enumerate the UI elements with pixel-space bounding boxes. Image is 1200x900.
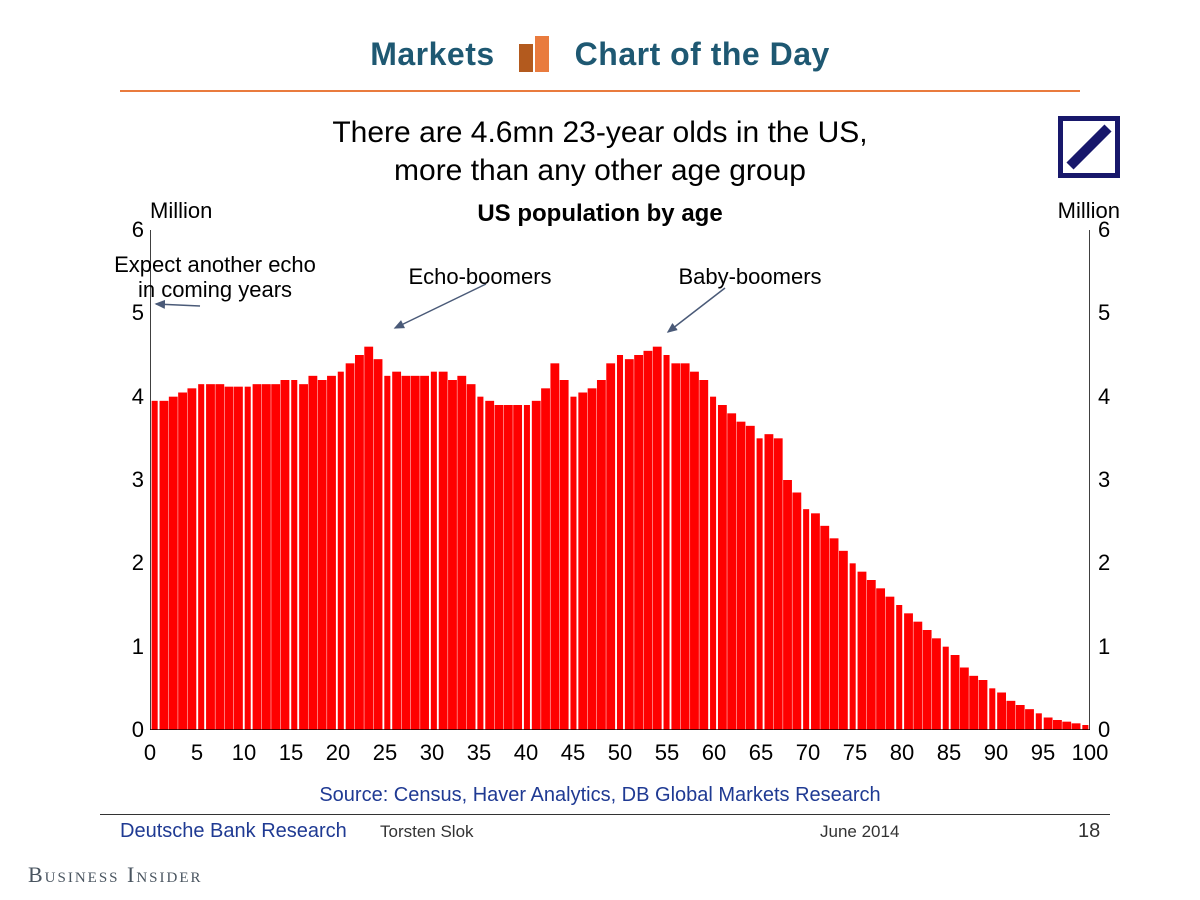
x-tick-label: 35 <box>467 740 491 766</box>
footer-author: Torsten Slok <box>380 822 474 842</box>
x-tick-label: 0 <box>144 740 156 766</box>
y-tick-label: 3 <box>118 467 144 493</box>
source-line: Source: Census, Haver Analytics, DB Glob… <box>20 784 1180 807</box>
chart-annotation: Expect another echo in coming years <box>85 252 345 303</box>
y-tick-label: 6 <box>118 217 144 243</box>
y-tick-label: 4 <box>1098 384 1124 410</box>
y-tick-label: 0 <box>118 717 144 743</box>
x-tick-label: 70 <box>796 740 820 766</box>
header-bar: Markets Chart of the Day <box>120 20 1080 92</box>
x-tick-label: 90 <box>984 740 1008 766</box>
x-tick-label: 60 <box>702 740 726 766</box>
x-tick-label: 40 <box>514 740 538 766</box>
x-tick-label: 25 <box>373 740 397 766</box>
chart-title: There are 4.6mn 23-year olds in the US, … <box>20 114 1180 189</box>
y-tick-label: 2 <box>1098 550 1124 576</box>
chart-card: Markets Chart of the Day There are 4.6mn… <box>20 20 1180 890</box>
footer-org: Deutsche Bank Research <box>120 820 347 843</box>
y-tick-label: 5 <box>118 300 144 326</box>
chart-title-line1: There are 4.6mn 23-year olds in the US, <box>20 114 1180 152</box>
y-tick-label: 3 <box>1098 467 1124 493</box>
x-tick-label: 95 <box>1031 740 1055 766</box>
x-tick-label: 80 <box>890 740 914 766</box>
x-tick-label: 10 <box>232 740 256 766</box>
y-tick-label: 5 <box>1098 300 1124 326</box>
x-tick-label: 50 <box>608 740 632 766</box>
y-tick-label: 1 <box>1098 634 1124 660</box>
x-tick-label: 45 <box>561 740 585 766</box>
x-tick-label: 30 <box>420 740 444 766</box>
header-right-text: Chart of the Day <box>575 36 830 73</box>
footer-date: June 2014 <box>820 822 899 842</box>
x-tick-label: 100 <box>1072 740 1109 766</box>
chart-annotation: Baby-boomers <box>650 264 850 289</box>
x-tick-label: 65 <box>749 740 773 766</box>
header-bars-icon <box>513 34 557 74</box>
chart-annotation: Echo-boomers <box>380 264 580 289</box>
y-tick-label: 6 <box>1098 217 1124 243</box>
x-tick-label: 75 <box>843 740 867 766</box>
plot-area <box>150 230 1090 730</box>
x-tick-label: 55 <box>655 740 679 766</box>
x-tick-label: 15 <box>279 740 303 766</box>
x-tick-label: 85 <box>937 740 961 766</box>
y-tick-label: 1 <box>118 634 144 660</box>
chart-title-line2: more than any other age group <box>20 152 1180 190</box>
x-tick-label: 20 <box>326 740 350 766</box>
deutsche-bank-logo-icon <box>1058 116 1120 178</box>
footer-page: 18 <box>1078 820 1100 843</box>
y-tick-label: 2 <box>118 550 144 576</box>
x-tick-label: 5 <box>191 740 203 766</box>
y-tick-label: 4 <box>118 384 144 410</box>
chart-subtitle: US population by age <box>20 200 1180 228</box>
brand-label: Business Insider <box>28 862 203 888</box>
header-left-text: Markets <box>370 36 494 73</box>
